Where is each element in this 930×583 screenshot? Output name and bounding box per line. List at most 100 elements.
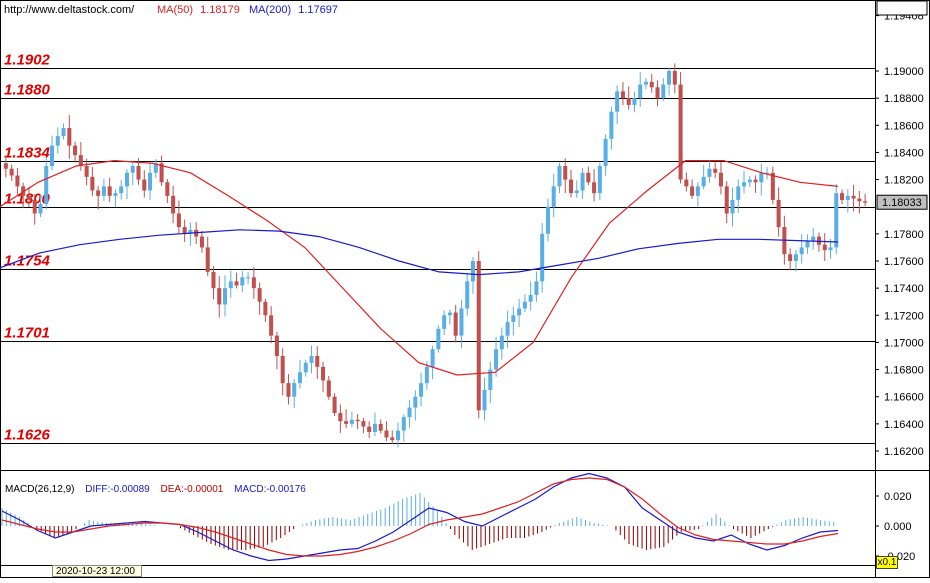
macd-dea: DEA:-0.00001 bbox=[160, 484, 224, 495]
candle-body bbox=[828, 247, 833, 251]
candle-body bbox=[84, 166, 89, 177]
candle-body bbox=[534, 281, 539, 295]
candle-body bbox=[442, 315, 447, 329]
level-label-6: 1.1626 bbox=[4, 427, 51, 444]
candle-body bbox=[413, 396, 418, 408]
candle-body bbox=[447, 312, 452, 316]
ma200-line bbox=[0, 229, 839, 276]
macd-diff-line bbox=[1, 472, 839, 562]
candle-body bbox=[857, 198, 862, 202]
candle-body bbox=[228, 281, 233, 289]
macd-legend: MACD(26,12,9) DIFF:-0.00089 DEA:-0.00001… bbox=[5, 484, 306, 495]
candle-body bbox=[811, 236, 816, 241]
candle-body bbox=[759, 172, 764, 183]
candle-body bbox=[638, 84, 643, 99]
candle-body bbox=[545, 206, 550, 234]
candle-body bbox=[73, 145, 78, 156]
candle-body bbox=[424, 366, 429, 384]
candle-body bbox=[488, 369, 493, 390]
candle-body bbox=[557, 166, 562, 187]
ma50-label: MA(50) bbox=[157, 4, 194, 16]
candle-body bbox=[517, 308, 522, 316]
candle-body bbox=[96, 190, 101, 196]
candle-body bbox=[793, 254, 798, 261]
candle-body bbox=[372, 423, 377, 432]
macd-value: MACD:-0.00176 bbox=[234, 484, 306, 495]
candle-body bbox=[32, 199, 37, 214]
candle-body bbox=[494, 349, 499, 370]
price-tick-label-3: 1.18600 bbox=[884, 120, 924, 132]
candle-body bbox=[171, 195, 176, 214]
candle-body bbox=[834, 193, 839, 248]
candle-body bbox=[788, 254, 793, 261]
candle-body bbox=[845, 195, 850, 200]
candle-body bbox=[240, 277, 245, 286]
candle-body bbox=[142, 179, 147, 191]
candle-body bbox=[361, 421, 366, 427]
candle-body bbox=[770, 172, 775, 200]
price-tick-label-11: 1.16800 bbox=[884, 365, 924, 377]
candle-body bbox=[540, 233, 545, 282]
candle-body bbox=[632, 98, 637, 105]
candle-body bbox=[568, 179, 574, 194]
ma200-label: MA(200) bbox=[248, 4, 292, 16]
candle-body bbox=[695, 186, 700, 196]
ma50-line bbox=[0, 159, 839, 376]
candle-body bbox=[338, 413, 343, 422]
candle-body bbox=[707, 168, 712, 177]
candle-body bbox=[822, 244, 827, 251]
candle-body bbox=[678, 84, 683, 180]
candle-body bbox=[649, 81, 654, 88]
candle-body bbox=[107, 186, 112, 196]
candle-body bbox=[586, 172, 591, 183]
price-tick-label-10: 1.17000 bbox=[884, 337, 924, 349]
site-url[interactable]: http://www.deltastock.com/ bbox=[4, 4, 135, 16]
candle-body bbox=[309, 356, 314, 363]
candle-body bbox=[522, 301, 527, 309]
candle-body bbox=[620, 91, 625, 99]
candle-body bbox=[690, 186, 695, 196]
candle-body bbox=[390, 437, 395, 441]
ma200-value: 1.17697 bbox=[298, 4, 338, 16]
macd-tick-label-1: 0.000 bbox=[884, 521, 912, 533]
candle-body bbox=[499, 335, 504, 350]
candle-body bbox=[655, 87, 660, 99]
price-tick-label-14: 1.16200 bbox=[884, 446, 924, 458]
candle-body bbox=[672, 71, 677, 85]
candle-body bbox=[315, 356, 320, 367]
candle-body bbox=[26, 195, 31, 200]
candle-body bbox=[15, 175, 20, 187]
candle-body bbox=[332, 396, 337, 413]
candle-body bbox=[470, 261, 476, 282]
candle-body bbox=[430, 349, 435, 367]
candle-body bbox=[130, 166, 135, 173]
ma-legend: MA(50) 1.18179 MA(200) 1.17697 bbox=[157, 4, 338, 16]
candle-body bbox=[626, 98, 631, 105]
candle-body bbox=[55, 136, 60, 146]
level-label-5: 1.1701 bbox=[4, 325, 50, 342]
price-tick-label-8: 1.17400 bbox=[884, 283, 924, 295]
candle-body bbox=[736, 186, 741, 200]
zoom-indicator[interactable]: x0.1 bbox=[876, 556, 898, 569]
candle-body bbox=[667, 71, 672, 85]
candle-body bbox=[407, 407, 412, 418]
level-label-4: 1.1754 bbox=[4, 253, 51, 270]
candle-body bbox=[67, 128, 72, 146]
candle-body bbox=[765, 172, 770, 174]
candle-body bbox=[101, 186, 106, 196]
candle-body bbox=[661, 84, 666, 99]
candle-body bbox=[851, 195, 856, 199]
candle-body bbox=[597, 166, 602, 194]
candle-body bbox=[563, 166, 568, 180]
candle-body bbox=[551, 186, 556, 207]
candle-body bbox=[199, 236, 204, 248]
candle-body bbox=[574, 190, 579, 194]
candle-body bbox=[44, 166, 49, 204]
candle-body bbox=[211, 271, 216, 289]
candle-body bbox=[217, 288, 222, 305]
candle-body bbox=[580, 172, 585, 191]
candle-body bbox=[78, 155, 83, 166]
ma50-value: 1.18179 bbox=[200, 4, 240, 16]
candle-body bbox=[528, 294, 533, 302]
